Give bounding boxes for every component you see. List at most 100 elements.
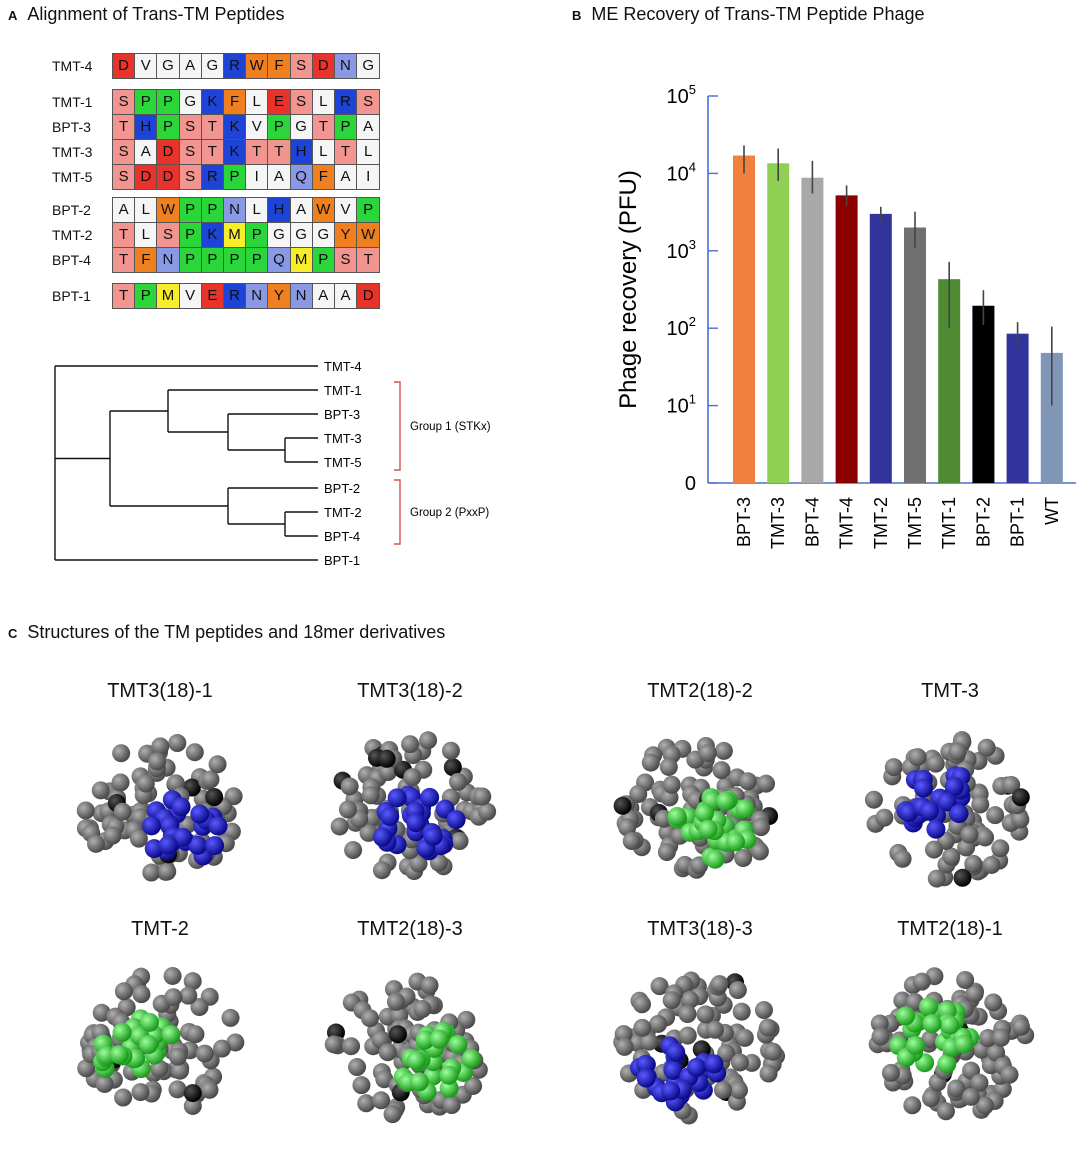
residue-cell: P bbox=[223, 164, 247, 189]
residue-cell: T bbox=[246, 139, 269, 164]
residue-cell: L bbox=[312, 139, 335, 164]
highlight-atom-sphere bbox=[667, 807, 687, 827]
atom-sphere bbox=[340, 777, 359, 796]
atom-sphere bbox=[942, 847, 961, 866]
residue-cell: L bbox=[246, 197, 269, 222]
bar bbox=[1040, 352, 1063, 483]
residue-cell: F bbox=[223, 89, 247, 114]
residue-cell: E bbox=[201, 283, 224, 308]
atom-sphere bbox=[991, 839, 1010, 858]
panel-c-heading: C Structures of the TM peptides and 18me… bbox=[8, 622, 445, 643]
atom-sphere bbox=[91, 781, 110, 800]
highlight-atom-sphere bbox=[913, 778, 933, 798]
residue-cell: D bbox=[312, 53, 335, 78]
atom-sphere bbox=[200, 1080, 219, 1099]
structure-title: TMT3(18)-2 bbox=[357, 680, 463, 702]
residue-cell: G bbox=[201, 53, 224, 78]
atom-sphere bbox=[965, 984, 984, 1003]
atom-sphere bbox=[179, 986, 198, 1005]
highlight-atom-sphere bbox=[171, 797, 191, 817]
atom-sphere bbox=[759, 1064, 778, 1083]
residue-cell: V bbox=[246, 114, 269, 139]
residue-cell: E bbox=[268, 89, 291, 114]
atom-sphere bbox=[729, 1081, 748, 1100]
highlight-atom-sphere bbox=[726, 832, 746, 852]
atom-sphere bbox=[212, 1039, 231, 1058]
highlight-atom-sphere bbox=[949, 804, 969, 824]
residue-cell: S bbox=[290, 53, 313, 78]
atom-sphere bbox=[696, 1005, 715, 1024]
residue-cell: R bbox=[334, 89, 358, 114]
atom-sphere bbox=[113, 802, 132, 821]
atom-sphere bbox=[884, 758, 903, 777]
atom-sphere bbox=[92, 1003, 111, 1022]
atom-sphere bbox=[977, 738, 996, 757]
atom-sphere bbox=[76, 801, 95, 820]
atom-sphere bbox=[208, 755, 227, 774]
atom-sphere bbox=[678, 1026, 697, 1045]
residue-cell: T bbox=[268, 139, 291, 164]
atom-sphere bbox=[131, 1083, 150, 1102]
residue-cell: P bbox=[179, 222, 202, 247]
residue-cell: H bbox=[290, 139, 313, 164]
residue-cell: A bbox=[135, 139, 158, 164]
highlight-atom-sphere bbox=[109, 1045, 129, 1065]
residue-cell: S bbox=[157, 222, 180, 247]
alignment-row-label: BPT-1 bbox=[52, 287, 91, 304]
bar bbox=[869, 213, 892, 483]
atom-sphere bbox=[338, 800, 357, 819]
highlight-atom-sphere bbox=[636, 1054, 656, 1074]
atom-sphere bbox=[375, 1070, 394, 1089]
residue-cell: S bbox=[334, 247, 358, 272]
y-tick-label: 105 bbox=[667, 82, 696, 108]
atom-sphere bbox=[226, 1033, 245, 1052]
structure-title: TMT2(18)-3 bbox=[357, 918, 463, 940]
atom-sphere bbox=[936, 1102, 955, 1121]
atom-sphere bbox=[713, 1080, 732, 1099]
atom-sphere bbox=[908, 748, 927, 767]
alignment-row: BPT-2 A L W P P N L H A W V P bbox=[52, 196, 381, 223]
highlight-atom-sphere bbox=[954, 1034, 974, 1054]
residue-cell: R bbox=[223, 53, 247, 78]
atom-sphere bbox=[629, 785, 648, 804]
structure-title: TMT-3 bbox=[921, 680, 979, 702]
atom-sphere bbox=[758, 1018, 777, 1037]
residue-cell: N bbox=[246, 283, 269, 308]
residue-cell: G bbox=[290, 114, 313, 139]
atom-sphere bbox=[478, 802, 497, 821]
highlight-atom-sphere bbox=[636, 1068, 656, 1088]
atom-sphere bbox=[372, 861, 391, 880]
residue-cell: A bbox=[179, 53, 202, 78]
atom-sphere bbox=[970, 1073, 989, 1092]
tree-leaf-label: BPT-4 bbox=[324, 529, 360, 544]
structure-title: TMT-2 bbox=[131, 918, 189, 940]
atom-sphere bbox=[473, 787, 492, 806]
structure-title: TMT2(18)-2 bbox=[647, 680, 753, 702]
atom-sphere bbox=[379, 763, 398, 782]
tree-leaf-label: TMT-1 bbox=[324, 383, 362, 398]
atom-sphere bbox=[221, 1008, 240, 1027]
atom-sphere bbox=[730, 1053, 749, 1072]
structure-title: TMT3(18)-3 bbox=[647, 918, 753, 940]
atom-sphere bbox=[361, 786, 380, 805]
atom-sphere bbox=[976, 828, 995, 847]
highlight-atom-sphere bbox=[705, 849, 725, 869]
atom-sphere bbox=[662, 991, 681, 1010]
atom-sphere bbox=[698, 744, 717, 763]
highlight-atom-sphere bbox=[448, 1034, 468, 1054]
atom-sphere bbox=[633, 995, 652, 1014]
residue-cell: F bbox=[135, 247, 158, 272]
highlight-atom-sphere bbox=[387, 788, 407, 808]
residue-cell: D bbox=[357, 283, 380, 308]
atom-sphere bbox=[77, 1059, 96, 1078]
alignment-row-label: BPT-4 bbox=[52, 251, 91, 268]
residue-cell: S bbox=[179, 139, 202, 164]
highlight-atom-sphere bbox=[937, 1054, 957, 1074]
residue-cell: G bbox=[157, 53, 180, 78]
atom-sphere bbox=[170, 1061, 189, 1080]
y-tick-label: 103 bbox=[667, 237, 696, 263]
atom-sphere bbox=[201, 770, 220, 789]
highlight-atom-sphere bbox=[461, 1049, 481, 1069]
highlight-atom-sphere bbox=[188, 835, 208, 855]
residue-cell: S bbox=[357, 89, 380, 114]
